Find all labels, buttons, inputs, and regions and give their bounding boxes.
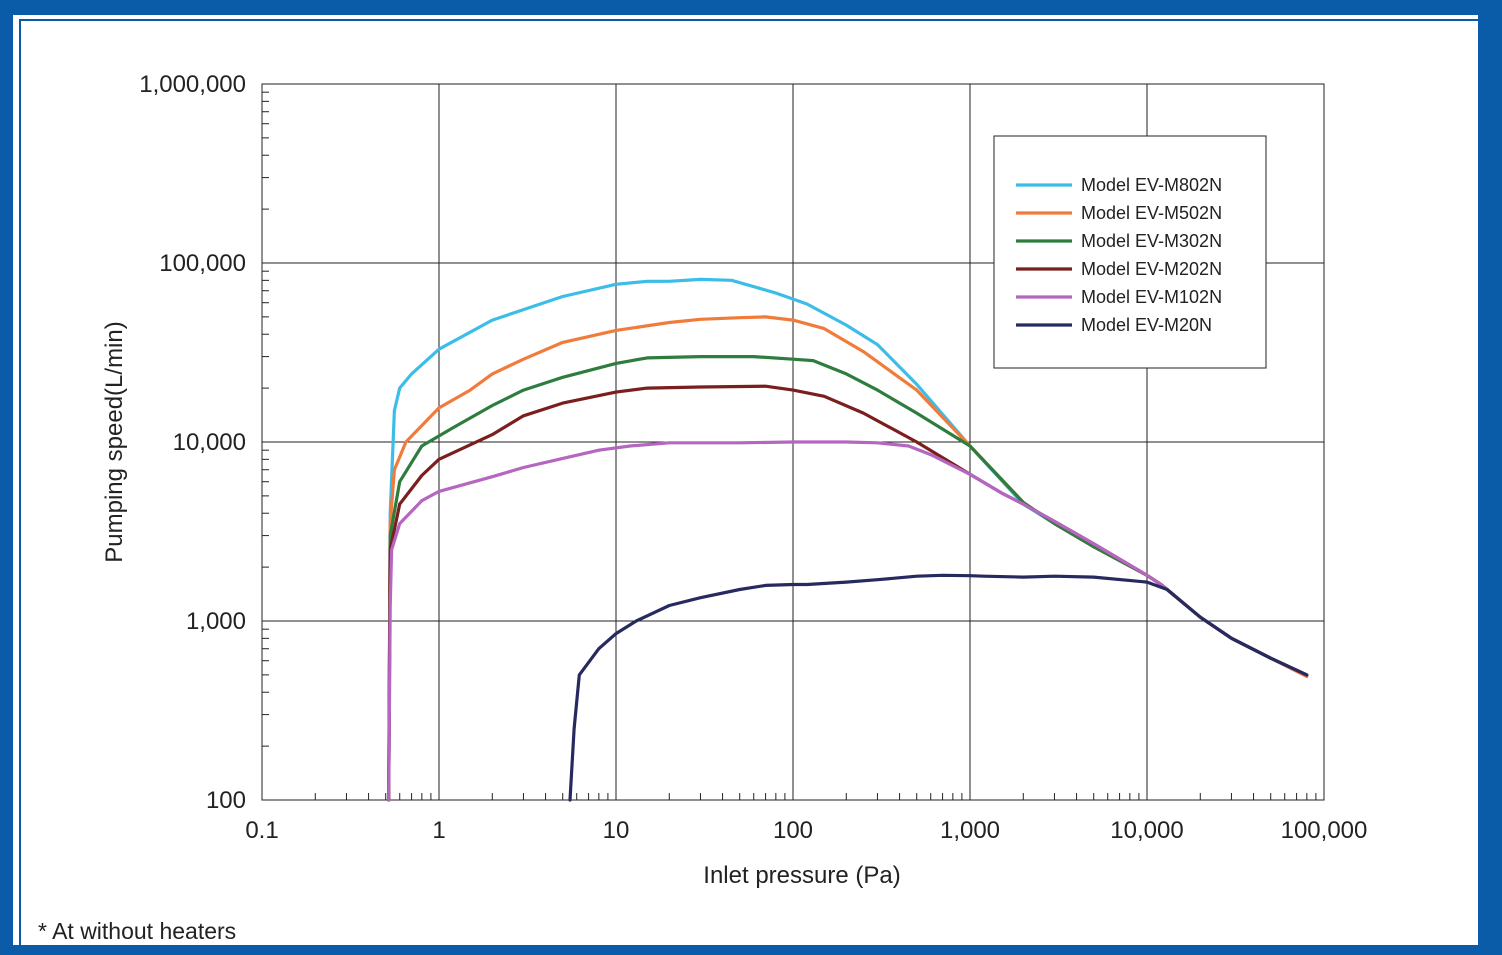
legend-label: Model EV-M502N	[1081, 203, 1222, 223]
plot-border	[261, 83, 1325, 801]
x-tick-labels: 0.1 1 10 100 1,000 10,000 100,000	[245, 817, 1367, 844]
series-lines	[387, 277, 1309, 802]
y-tick-label: 100	[206, 787, 246, 814]
y-tick-label: 1,000,000	[139, 71, 246, 98]
legend-label: Model EV-M20N	[1081, 315, 1212, 335]
y-tick-label: 1,000	[186, 608, 246, 635]
legend-label: Model EV-M102N	[1081, 287, 1222, 307]
legend-box	[993, 135, 1267, 369]
footnote: * At without heaters	[38, 918, 237, 944]
x-tick-label: 1,000	[940, 817, 1000, 844]
x-tick-label: 100,000	[1281, 817, 1368, 844]
legend-items: Model EV-M802N Model EV-M502N Model EV-M30…	[1016, 175, 1222, 335]
series-line-model-ev-m20n	[568, 573, 1309, 802]
legend-label: Model EV-M302N	[1081, 231, 1222, 251]
series-line-model-ev-m102n	[387, 440, 1309, 802]
x-tick-label: 10,000	[1110, 817, 1183, 844]
legend-label: Model EV-M802N	[1081, 175, 1222, 195]
y-tick-label: 100,000	[159, 250, 246, 277]
legend-label: Model EV-M202N	[1081, 259, 1222, 279]
y-axis-title: Pumping speed(L/min)	[101, 321, 128, 562]
minor-ticks	[262, 91, 1317, 800]
x-axis-title: Inlet pressure (Pa)	[703, 862, 900, 889]
x-tick-label: 10	[603, 817, 630, 844]
y-tick-labels: 100 1,000 10,000 100,000 1,000,000	[139, 71, 246, 814]
y-tick-label: 10,000	[173, 429, 246, 456]
x-tick-label: 0.1	[245, 817, 278, 844]
x-tick-label: 1	[432, 817, 445, 844]
x-tick-label: 100	[773, 817, 813, 844]
legend: Model EV-M802N Model EV-M502N Model EV-M30…	[993, 135, 1267, 369]
